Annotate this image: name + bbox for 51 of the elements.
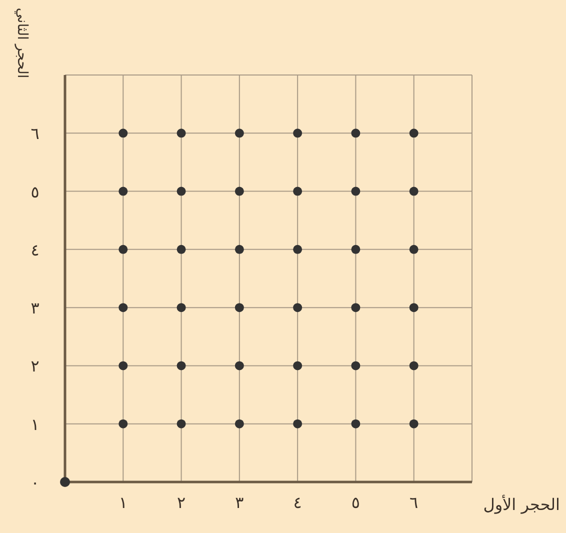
point	[234, 361, 244, 370]
point	[409, 128, 418, 138]
x-axis-title: الحجر الأول	[483, 494, 560, 514]
point	[293, 361, 302, 370]
point	[409, 303, 418, 312]
point	[118, 128, 128, 138]
point	[118, 361, 128, 370]
point	[293, 244, 302, 254]
point	[118, 419, 128, 428]
point	[234, 186, 244, 196]
point	[293, 128, 302, 138]
y-tick-label: ١	[30, 414, 40, 434]
point	[176, 303, 186, 312]
x-tick-label: ١	[118, 493, 128, 512]
point	[118, 303, 128, 312]
x-tick-label: ٥	[351, 493, 360, 512]
point	[176, 186, 186, 196]
point	[351, 244, 360, 254]
point	[351, 128, 360, 138]
point	[234, 419, 244, 428]
point	[176, 419, 186, 428]
point	[409, 244, 418, 254]
point	[176, 128, 186, 138]
point	[351, 419, 360, 428]
point	[351, 303, 360, 312]
point	[176, 244, 186, 254]
point	[293, 186, 302, 196]
point	[409, 186, 418, 196]
y-tick-label: ٠	[30, 473, 40, 492]
point	[234, 303, 244, 312]
y-tick-label: ٥	[30, 182, 40, 202]
point	[118, 186, 128, 196]
y-tick-label: ٣	[30, 298, 40, 318]
point	[234, 128, 244, 138]
point	[409, 419, 418, 428]
x-tick-label: ٢	[176, 493, 186, 512]
point	[234, 244, 244, 254]
x-tick-label: ٣	[235, 493, 244, 512]
y-tick-label: ٢	[30, 356, 40, 376]
y-tick-label: ٦	[30, 124, 40, 144]
y-tick-label: ٤	[30, 240, 40, 260]
x-tick-label: ٤	[293, 493, 302, 512]
point	[409, 361, 418, 370]
point	[293, 419, 302, 428]
x-tick-label: ٦	[410, 493, 418, 512]
point	[293, 303, 302, 312]
point	[351, 361, 360, 370]
point	[118, 244, 128, 254]
y-axis-title: الحجر الثاني	[14, 8, 30, 78]
point	[176, 361, 186, 370]
point	[351, 186, 360, 196]
